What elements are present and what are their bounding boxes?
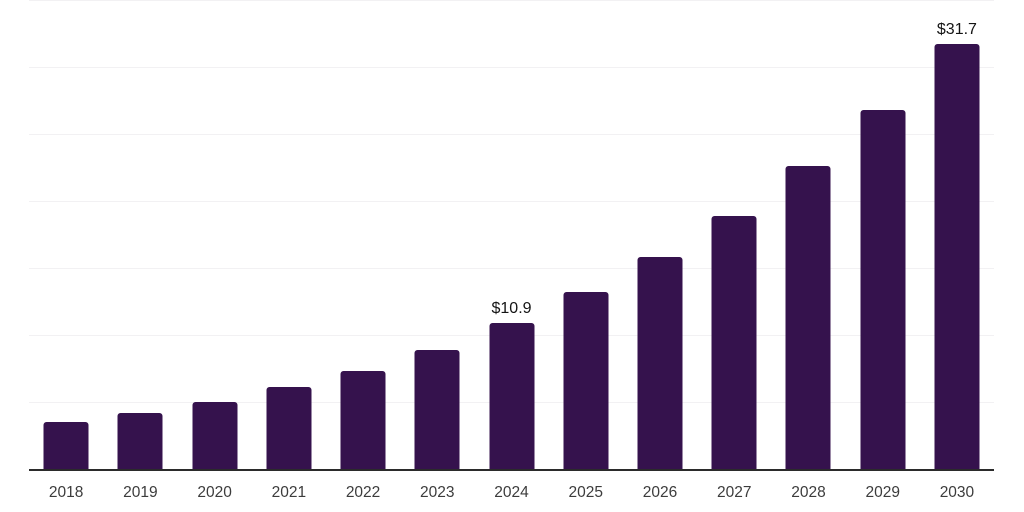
band-2020 (177, 0, 251, 469)
data-label-2024: $10.9 (491, 299, 532, 317)
x-tick-label-2024: 2024 (494, 484, 529, 501)
x-tick-label-2029: 2029 (865, 484, 900, 501)
x-tick-label-2026: 2026 (642, 484, 678, 501)
x-tick-label-2023: 2023 (420, 484, 455, 501)
x-tick-label-2028: 2028 (791, 484, 826, 501)
band-2024: $10.9 (474, 0, 548, 469)
gridline-15 (29, 268, 994, 269)
bar-2028 (785, 166, 831, 469)
x-tick-label-2018: 2018 (48, 484, 84, 501)
x-axis-line (29, 469, 994, 471)
bar-2023 (414, 349, 460, 469)
x-tick-label-2025: 2025 (568, 484, 603, 501)
bar-2020 (192, 402, 238, 469)
x-tick-label-2022: 2022 (345, 484, 381, 501)
band-2026 (623, 0, 697, 469)
x-tick-label-2020: 2020 (197, 484, 232, 501)
bar-series: $10.9 $31.7 (29, 0, 994, 469)
x-tick-label-2021: 2021 (271, 484, 307, 501)
bar-2025 (563, 292, 609, 469)
band-2022 (326, 0, 400, 469)
band-2027 (697, 0, 771, 469)
x-tick-label-2030: 2030 (939, 484, 975, 501)
data-label-2030: $31.7 (936, 21, 977, 39)
x-tick-label-2019: 2019 (123, 484, 158, 501)
band-2018 (29, 0, 103, 469)
band-2028 (771, 0, 845, 469)
band-2021 (252, 0, 326, 469)
bar-2027 (711, 215, 757, 469)
band-2030: $31.7 (920, 0, 994, 469)
gridline-20 (29, 201, 994, 202)
gridline-30 (29, 67, 994, 68)
plot-area: $10.9 $31.7 (29, 0, 994, 471)
band-2029 (846, 0, 920, 469)
gridline-25 (29, 134, 994, 135)
bar-2019 (117, 412, 163, 469)
band-2023 (400, 0, 474, 469)
bar-2029 (860, 109, 906, 469)
bar-2018 (43, 422, 89, 469)
band-2025 (549, 0, 623, 469)
bar-2022 (340, 371, 386, 469)
bar-2030 (934, 44, 980, 469)
x-tick-label-2027: 2027 (716, 484, 752, 501)
x-axis-tick-labels: 2018 2019 2020 2021 2022 2023 2024 2025 2026 2027… (29, 484, 994, 502)
band-2019 (103, 0, 177, 469)
bar-2021 (266, 387, 312, 469)
bar-2026 (637, 257, 683, 469)
bar-2024 (489, 322, 535, 469)
gridline-35 (29, 0, 994, 1)
